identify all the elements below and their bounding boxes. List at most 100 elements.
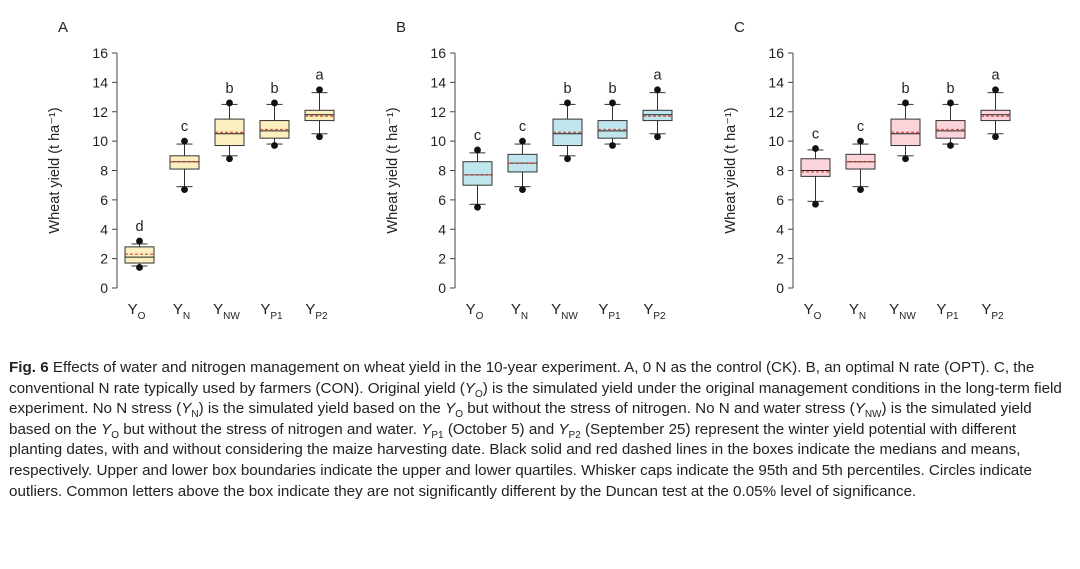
outlier-point <box>992 133 999 141</box>
chart-panel-a: A 0 2 4 6 8 10 12 14 16 Wheat yield (t ha⁻¹) d YO c YN… <box>47 19 335 322</box>
y-tick-label: 0 <box>438 280 446 296</box>
box-ynw: b YNW <box>551 81 583 322</box>
caption-symbol: YN <box>181 400 199 421</box>
y-tick-label: 10 <box>768 133 784 149</box>
caption-symbol: YNW <box>854 400 882 421</box>
x-tick-label: YN <box>173 301 190 322</box>
box-body <box>214 118 245 147</box>
x-tick-label: YP1 <box>260 301 283 322</box>
box-yn: c YN <box>507 119 538 322</box>
outlier-point <box>857 137 864 145</box>
y-axis-label: Wheat yield (t ha⁻¹) <box>385 107 401 233</box>
y-tick-label: 4 <box>776 221 784 237</box>
significance-letter: b <box>225 81 233 97</box>
y-tick-label: 16 <box>430 45 446 61</box>
box-body <box>935 120 966 139</box>
significance-letter: b <box>608 81 616 97</box>
outlier-point <box>564 155 571 163</box>
box-body <box>890 118 921 147</box>
x-tick-label: YNW <box>889 301 916 322</box>
outlier-point <box>474 146 481 154</box>
significance-letter: b <box>563 81 571 97</box>
outlier-point <box>226 155 233 163</box>
box-ynw: b YNW <box>213 81 245 322</box>
outlier-point <box>519 186 526 193</box>
panel-label: B <box>396 19 406 36</box>
outlier-point <box>992 86 999 94</box>
chart-panel-b: B 0 2 4 6 8 10 12 14 16 Wheat yield (t ha⁻¹) c YO c YN… <box>385 19 673 322</box>
y-tick-label: 16 <box>768 45 784 61</box>
box-body <box>800 158 831 177</box>
outlier-point <box>812 145 819 152</box>
outlier-point <box>947 99 954 107</box>
outlier-point <box>181 186 188 193</box>
box-yo: d YO <box>124 219 155 322</box>
outlier-point <box>857 186 864 193</box>
y-tick-label: 10 <box>430 133 446 149</box>
significance-letter: c <box>181 119 188 135</box>
y-tick-label: 0 <box>100 280 108 296</box>
y-tick-label: 6 <box>100 192 108 208</box>
y-axis-label: Wheat yield (t ha⁻¹) <box>723 107 739 233</box>
y-tick-label: 12 <box>430 104 446 120</box>
y-tick-label: 6 <box>776 192 784 208</box>
y-tick-label: 6 <box>438 192 446 208</box>
outlier-point <box>316 86 323 94</box>
y-tick-label: 4 <box>438 221 446 237</box>
x-tick-label: YP1 <box>936 301 959 322</box>
y-tick-label: 4 <box>100 221 108 237</box>
caption-symbol: YO <box>101 420 119 441</box>
significance-letter: d <box>135 219 143 235</box>
x-tick-label: YNW <box>551 301 578 322</box>
y-tick-label: 8 <box>100 163 108 179</box>
x-tick-label: YO <box>804 301 822 322</box>
significance-letter: c <box>812 126 819 142</box>
box-yn: c YN <box>169 119 200 322</box>
panel-label: C <box>734 19 745 36</box>
x-tick-label: YN <box>849 301 866 322</box>
outlier-point <box>564 99 571 107</box>
y-tick-label: 12 <box>768 104 784 120</box>
caption-symbol: YO <box>445 400 463 421</box>
outlier-point <box>136 237 143 245</box>
outlier-point <box>902 99 909 107</box>
chart-panel-c: C 0 2 4 6 8 10 12 14 16 Wheat yield (t ha⁻¹) c YO c YN… <box>723 19 1011 322</box>
y-tick-label: 16 <box>92 45 108 61</box>
y-tick-label: 2 <box>100 251 108 267</box>
box-yp1: b YP1 <box>597 81 628 322</box>
outlier-point <box>812 200 819 208</box>
outlier-point <box>654 86 661 94</box>
y-axis-label: Wheat yield (t ha⁻¹) <box>47 107 63 233</box>
outlier-point <box>609 142 616 149</box>
caption-symbol: YO <box>464 379 483 400</box>
x-tick-label: YP2 <box>305 301 328 322</box>
significance-letter: a <box>315 68 324 84</box>
box-body <box>552 118 583 147</box>
box-body <box>462 161 493 186</box>
outlier-point <box>654 133 661 141</box>
box-body <box>124 246 155 264</box>
box-yo: c YO <box>462 128 493 322</box>
box-yp2: a YP2 <box>642 68 673 322</box>
box-ynw: b YNW <box>889 81 921 322</box>
y-tick-label: 8 <box>776 163 784 179</box>
box-yp2: a YP2 <box>980 68 1011 322</box>
x-tick-label: YO <box>466 301 484 322</box>
significance-letter: c <box>857 119 864 135</box>
caption-label: Fig. 6 <box>9 359 49 376</box>
significance-letter: c <box>474 128 481 144</box>
outlier-point <box>181 137 188 145</box>
box-body <box>597 120 628 139</box>
caption-symbol: YP2 <box>558 420 581 441</box>
figure: A 0 2 4 6 8 10 12 14 16 Wheat yield (t ha⁻¹) d YO c YN… <box>47 19 1011 322</box>
significance-letter: b <box>946 81 954 97</box>
y-tick-label: 12 <box>92 104 108 120</box>
y-tick-label: 2 <box>776 251 784 267</box>
outlier-point <box>136 264 143 271</box>
box-body <box>304 109 335 122</box>
significance-letter: c <box>519 119 526 135</box>
box-yp1: b YP1 <box>935 81 966 322</box>
outlier-point <box>271 99 278 107</box>
figure-caption: Fig. 6 Effects of water and nitrogen man… <box>9 358 1073 502</box>
box-yp1: b YP1 <box>259 81 290 322</box>
